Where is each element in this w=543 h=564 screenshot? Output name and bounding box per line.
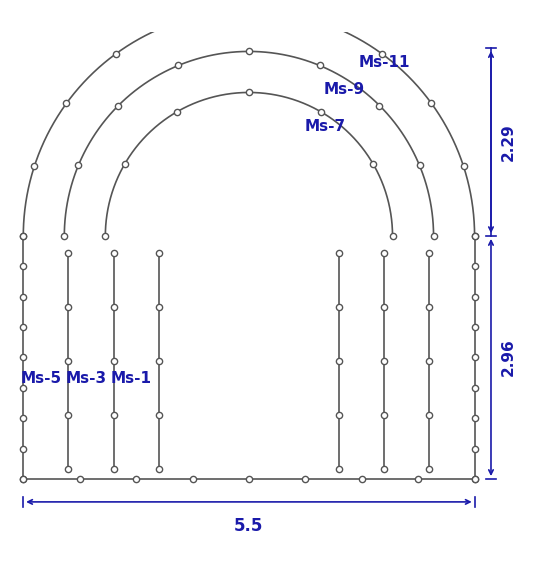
- Text: Ms-9: Ms-9: [324, 82, 364, 98]
- Text: 5.5: 5.5: [234, 517, 263, 535]
- Text: Ms-5: Ms-5: [21, 371, 62, 386]
- Text: Ms-3: Ms-3: [66, 371, 107, 386]
- Text: 2.96: 2.96: [501, 338, 516, 376]
- Text: 2.29: 2.29: [501, 123, 516, 161]
- Text: Ms-1: Ms-1: [111, 371, 152, 386]
- Text: Ms-7: Ms-7: [305, 119, 346, 134]
- Text: Ms-11: Ms-11: [359, 55, 411, 70]
